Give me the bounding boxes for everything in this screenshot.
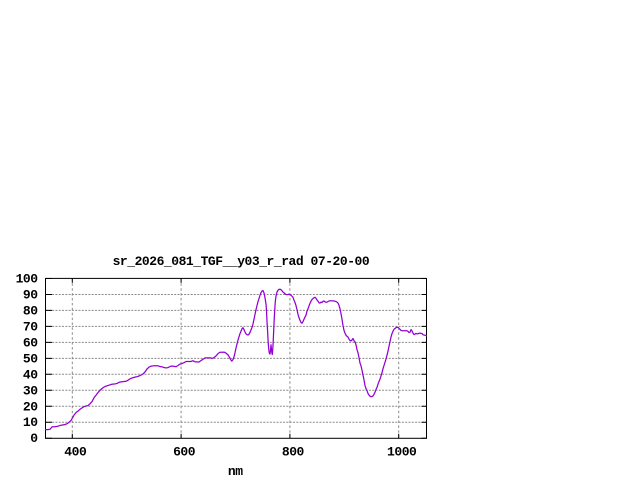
svg-text:1000: 1000 bbox=[387, 445, 417, 460]
svg-text:400: 400 bbox=[64, 445, 87, 460]
svg-text:600: 600 bbox=[173, 445, 196, 460]
svg-text:0: 0 bbox=[30, 431, 38, 446]
svg-text:60: 60 bbox=[23, 335, 38, 350]
svg-text:100: 100 bbox=[16, 272, 39, 287]
svg-text:20: 20 bbox=[23, 399, 38, 414]
svg-text:90: 90 bbox=[23, 287, 38, 302]
svg-text:nm: nm bbox=[228, 464, 243, 479]
svg-text:80: 80 bbox=[23, 303, 38, 318]
svg-text:50: 50 bbox=[23, 351, 38, 366]
svg-text:800: 800 bbox=[282, 445, 305, 460]
svg-text:sr_2026_081_TGF__y03_r_rad 07-: sr_2026_081_TGF__y03_r_rad 07-20-00 bbox=[113, 254, 370, 269]
svg-text:70: 70 bbox=[23, 319, 38, 334]
svg-text:10: 10 bbox=[23, 415, 38, 430]
svg-text:30: 30 bbox=[23, 383, 38, 398]
svg-text:40: 40 bbox=[23, 367, 38, 382]
